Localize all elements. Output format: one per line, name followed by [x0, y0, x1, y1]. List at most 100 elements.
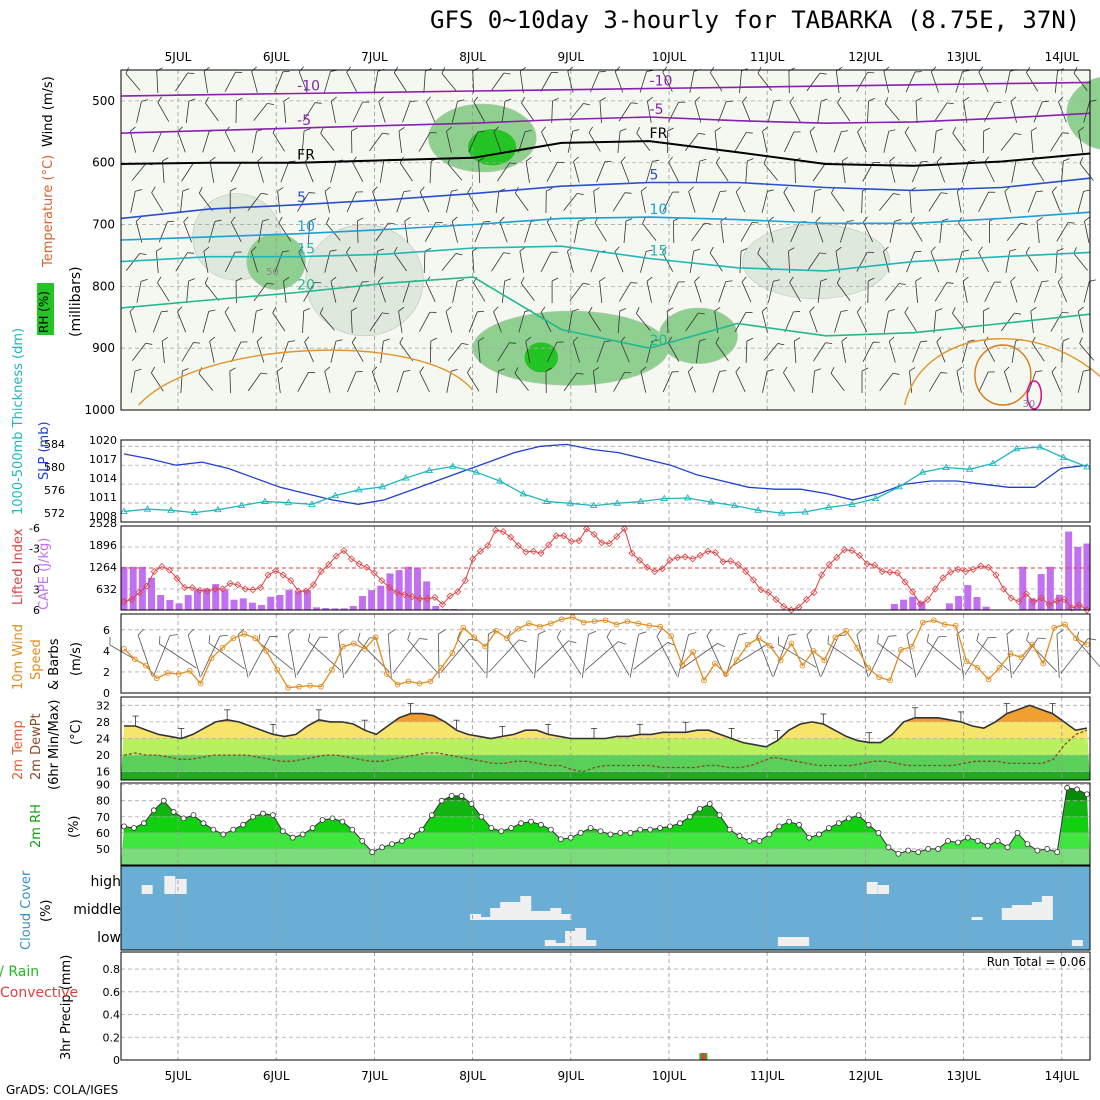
wind-barb — [307, 218, 317, 244]
wind-barb — [278, 216, 292, 242]
rh-marker — [1084, 791, 1090, 798]
wind-barb — [836, 276, 851, 302]
cloud-bar — [520, 896, 532, 920]
wind-barb-flag — [1051, 366, 1057, 373]
thickness-marker — [237, 501, 246, 509]
wind-barb — [687, 366, 696, 393]
pressure-tick-label: 900 — [92, 341, 115, 355]
surface-wind-barb-staff — [1056, 634, 1060, 678]
wind-barb-flag — [266, 282, 274, 285]
wind-barb-staff — [1030, 131, 1034, 153]
rh-marker — [547, 826, 554, 833]
wind-barb — [350, 307, 358, 334]
wind-barb — [645, 159, 659, 183]
wind-speed-marker — [274, 666, 281, 673]
wind-barb-staff — [783, 192, 795, 212]
rh-marker — [617, 829, 624, 836]
surface-wind-barb — [258, 634, 294, 671]
wind-barb-staff — [524, 221, 532, 243]
wind-barb-staff — [283, 281, 287, 303]
surface-wind-barb-flag — [656, 629, 662, 637]
surface-wind-barb-flag — [337, 629, 345, 635]
cape-bar — [193, 589, 201, 610]
wind-barb-staff — [419, 371, 430, 393]
wind-barb-staff — [540, 252, 552, 272]
wind-barb-staff — [735, 371, 746, 393]
wind-barb-staff — [836, 282, 851, 302]
wind-barb-flag — [978, 246, 983, 253]
rh-marker — [945, 837, 951, 844]
lifted-index-marker — [818, 571, 826, 579]
wind-barb-staff — [563, 372, 578, 392]
wind-barb-staff — [978, 71, 989, 93]
wind-barb — [793, 337, 801, 364]
isotherm-label: 10 — [297, 219, 315, 235]
wind-barb-staff — [445, 311, 453, 333]
lifted-index-marker — [150, 567, 158, 576]
wind-barb-flag — [742, 96, 748, 103]
lifted-index-marker — [469, 555, 477, 563]
wind-barb-flag — [1079, 337, 1083, 344]
surface-wind-barb-flag — [109, 636, 111, 646]
thickness-axis-label: 1000-500mb Thickness (dm) — [11, 328, 26, 515]
surface-wind-barb-flag — [419, 638, 428, 640]
wind-barb-staff — [642, 223, 657, 241]
wind-barb-flag — [1083, 189, 1091, 192]
wind-barb-staff — [734, 312, 747, 332]
wind-barb-staff — [525, 161, 530, 183]
wind-barb — [274, 70, 290, 93]
isotherm-line — [120, 211, 1091, 241]
surface-wind-barb — [856, 628, 869, 678]
surface-wind-barb-staff — [159, 643, 197, 669]
wind-barb-staff — [668, 281, 679, 303]
lifted-index-marker — [1000, 585, 1008, 593]
wind-barb — [1030, 307, 1037, 333]
lifted-index-marker — [363, 563, 371, 571]
wind-barb-flag — [788, 247, 795, 252]
wind-barb-staff — [734, 132, 747, 152]
rh2m-axis-label: (%) — [67, 816, 82, 839]
rh-marker — [825, 825, 832, 831]
rh-marker — [1024, 841, 1031, 847]
surface-wind-barb-flag — [588, 630, 597, 635]
wind-barb-staff — [474, 221, 484, 243]
wind-barb-flag — [841, 336, 848, 342]
wind-barb-staff — [668, 162, 679, 182]
wind-barb — [952, 126, 966, 152]
wind-barb — [712, 370, 727, 393]
surface-wind-barb-flag — [688, 632, 697, 636]
wind-barb-staff — [130, 371, 136, 393]
wind-barb-staff — [525, 341, 531, 363]
wind-barb — [640, 249, 653, 273]
wind-barb-staff — [1004, 191, 1012, 213]
surface-wind-barb-flag — [778, 636, 780, 645]
wind-barb-flag — [236, 97, 243, 102]
precip-tick-label: 0.6 — [103, 986, 121, 999]
wind-barb-flag — [983, 307, 990, 312]
wind-barb — [596, 340, 612, 363]
thickness-marker — [777, 509, 786, 516]
cape-bar — [120, 566, 128, 610]
wind-barb-flag — [288, 160, 296, 163]
surface-wind-barb-staff — [868, 636, 889, 676]
wind-barb — [569, 103, 590, 121]
wind-barb-flag — [746, 337, 754, 342]
wind-speed-marker — [175, 671, 182, 677]
thickness-marker — [730, 501, 739, 509]
wind-barb-flag — [326, 217, 330, 224]
rh-marker — [905, 847, 912, 854]
wind-barb — [298, 66, 308, 93]
wind-barb-staff — [978, 371, 989, 393]
lifted-index-marker — [537, 549, 545, 557]
rh-tick-label: 50 — [96, 843, 110, 856]
wind-barb-staff — [352, 162, 364, 182]
lifted-index-marker — [909, 588, 917, 596]
wind-barb-staff — [1084, 221, 1090, 243]
wind-barb — [402, 100, 417, 123]
wind-barb — [1077, 369, 1090, 393]
wind-barb-flag — [461, 342, 469, 346]
surface-wind-barb — [248, 635, 278, 676]
surface-wind-barb — [681, 643, 725, 669]
wind-barb-flag — [319, 307, 324, 314]
wind-barb — [909, 367, 916, 393]
